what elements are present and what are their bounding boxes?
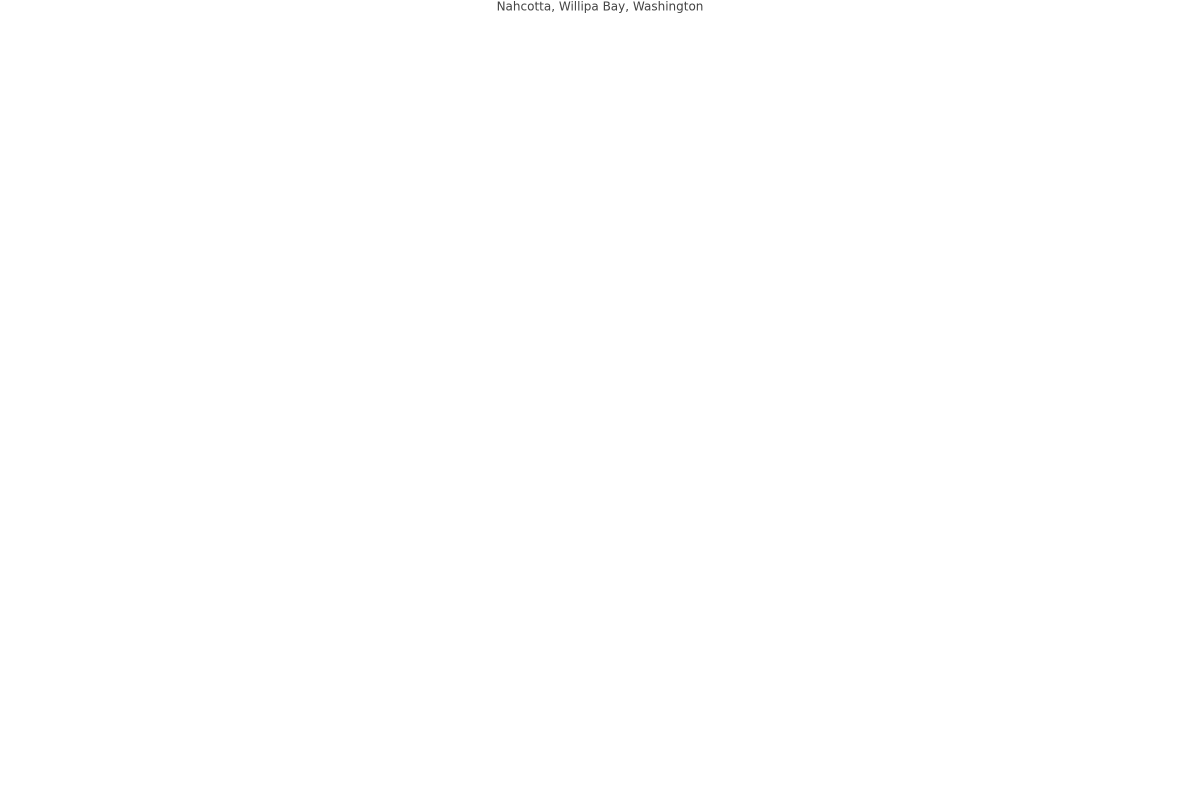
label-layer: Nahcotta, Willipa Bay, Washington bbox=[497, 0, 704, 14]
chart-title: Nahcotta, Willipa Bay, Washington bbox=[497, 0, 704, 14]
